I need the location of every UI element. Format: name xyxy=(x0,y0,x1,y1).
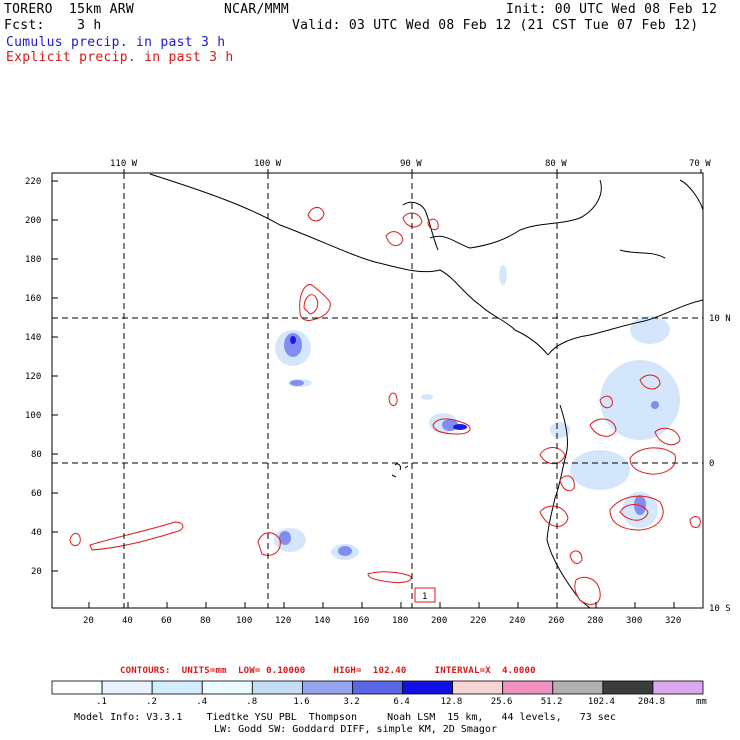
y-tick-120: 120 xyxy=(25,372,41,382)
x-tick-100: 100 xyxy=(236,616,252,626)
precip-cell-7 xyxy=(651,401,659,409)
colorbar-label: .4 xyxy=(196,697,208,707)
colorbar-label: 1.6 xyxy=(293,697,310,707)
lat-label-0: 0 xyxy=(709,459,714,469)
y-tick-220: 220 xyxy=(25,177,41,187)
colorbar-label: .1 xyxy=(96,697,107,707)
model-info-line2: LW: Godd SW: Goddard DIFF, simple KM, 2D… xyxy=(214,724,497,735)
lat-label-10s: 10 S xyxy=(709,604,731,614)
y-tick-160: 160 xyxy=(25,294,41,304)
cumulus-legend: Cumulus precip. in past 3 h xyxy=(6,35,226,50)
x-tick-60: 60 xyxy=(161,616,172,626)
y-tick-200: 200 xyxy=(25,216,41,226)
y-tick-100: 100 xyxy=(25,411,41,421)
colorbar-label: 6.4 xyxy=(393,697,410,707)
x-tick-320: 320 xyxy=(665,616,681,626)
explicit-precip-contours xyxy=(69,206,701,605)
x-tick-120: 120 xyxy=(275,616,291,626)
lon-ticks xyxy=(123,169,702,173)
precip-cell-2 xyxy=(290,380,304,386)
lon-label-80w: 80 W xyxy=(545,159,567,169)
org-label: NCAR/MMM xyxy=(224,2,290,17)
x-tick-80: 80 xyxy=(200,616,211,626)
colorbar-label: 12.8 xyxy=(440,697,463,707)
colorbar-swatch xyxy=(452,680,504,695)
colorbar-unit: mm xyxy=(696,697,707,707)
x-tick-220: 220 xyxy=(470,616,486,626)
y-tick-80: 80 xyxy=(31,450,42,460)
colorbar-swatch xyxy=(352,680,403,695)
colorbar-label: .8 xyxy=(246,697,258,707)
colorbar-swatch xyxy=(101,680,153,695)
colorbar-swatch xyxy=(301,680,353,695)
x-tick-20: 20 xyxy=(83,616,94,626)
x-tick-160: 160 xyxy=(353,616,369,626)
model-info-line1: Model Info: V3.3.1 Tiedtke YSU PBL Thomp… xyxy=(74,712,616,723)
y-tick-60: 60 xyxy=(31,489,42,499)
x-axis-ticks xyxy=(88,602,675,608)
x-tick-240: 240 xyxy=(509,616,525,626)
x-tick-280: 280 xyxy=(587,616,603,626)
precip-core-1 xyxy=(453,424,467,430)
colorbar-swatch xyxy=(602,680,654,695)
colorbar xyxy=(51,680,704,695)
lon-label-90w: 90 W xyxy=(400,159,422,169)
explicit-legend: Explicit precip. in past 3 h xyxy=(6,50,234,65)
colorbar-label: 102.4 xyxy=(587,697,615,707)
x-tick-140: 140 xyxy=(314,616,330,626)
x-tick-200: 200 xyxy=(431,616,447,626)
colorbar-swatch xyxy=(402,680,454,695)
map-frame xyxy=(51,172,704,609)
precip-core-2 xyxy=(290,336,296,344)
colorbar-swatch xyxy=(552,680,604,695)
colorbar-label: 204.8 xyxy=(637,697,666,707)
colorbar-label: 25.6 xyxy=(490,697,513,707)
x-tick-300: 300 xyxy=(626,616,642,626)
colorbar-label: 51.2 xyxy=(540,697,563,707)
y-axis-ticks xyxy=(52,180,58,572)
colorbar-label: .2 xyxy=(146,697,157,707)
x-tick-180: 180 xyxy=(392,616,408,626)
colorbar-swatch xyxy=(652,680,704,695)
x-tick-260: 260 xyxy=(548,616,564,626)
contour-info: CONTOURS: UNITS=mm LOW= 0.10000 HIGH= 10… xyxy=(120,666,536,676)
colorbar-swatch xyxy=(502,680,554,695)
colorbar-swatch xyxy=(151,680,203,695)
y-tick-40: 40 xyxy=(31,528,42,538)
colorbar-label: 3.2 xyxy=(343,697,360,707)
station-box xyxy=(414,587,436,603)
valid-time: Valid: 03 UTC Wed 08 Feb 12 (21 CST Tue … xyxy=(292,18,699,33)
forecast-hour: Fcst: 3 h xyxy=(4,18,102,33)
y-tick-180: 180 xyxy=(25,255,41,265)
lon-label-70w: 70 W xyxy=(689,159,711,169)
precip-cell-1 xyxy=(284,333,302,357)
lat-lon-grid xyxy=(52,173,703,608)
colorbar-swatch xyxy=(251,680,303,695)
x-tick-40: 40 xyxy=(122,616,133,626)
station-box-label: 1 xyxy=(422,592,427,602)
precip-cell-5 xyxy=(279,531,291,545)
y-tick-140: 140 xyxy=(25,333,41,343)
coastlines xyxy=(149,173,703,608)
colorbar-swatch xyxy=(201,680,253,695)
y-tick-20: 20 xyxy=(31,567,42,577)
colorbar-swatch xyxy=(51,680,103,695)
init-time: Init: 00 UTC Wed 08 Feb 12 xyxy=(506,2,718,17)
lon-label-100w: 100 W xyxy=(254,159,282,169)
model-title: TORERO 15km ARW xyxy=(4,2,135,17)
lat-label-10n: 10 N xyxy=(709,314,731,324)
precip-cell-4 xyxy=(338,546,352,556)
lon-label-110w: 110 W xyxy=(110,159,138,169)
